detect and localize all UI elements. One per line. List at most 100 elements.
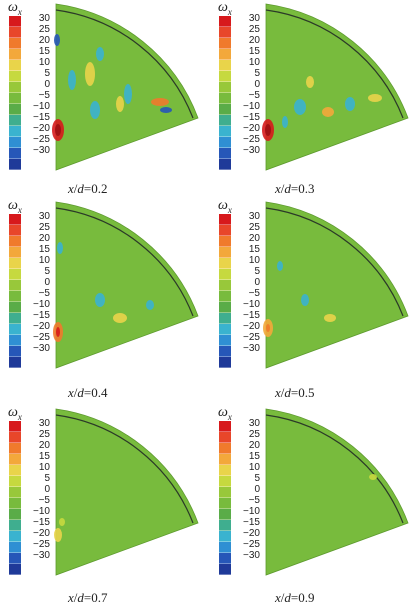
vortex-blob [113, 313, 127, 323]
vorticity-contour-plot [263, 201, 409, 369]
colorbar [219, 421, 231, 575]
vortex-blob [146, 300, 154, 310]
colorbar-swatch [9, 60, 21, 71]
vortex-blob [265, 124, 271, 136]
colorbar-ticks: 30 25 20 15 10 5 0 −5 −10 −15 −20 −25 −30 [24, 13, 50, 156]
boundary-arc [265, 414, 404, 524]
colorbar-title: ωx [8, 198, 22, 215]
colorbar-tick-label: 0 [44, 79, 50, 90]
colorbar-swatch [9, 542, 21, 553]
colorbar-tick-label: −10 [33, 506, 50, 517]
colorbar-tick-label: −10 [33, 299, 50, 310]
colorbar-swatch [9, 38, 21, 49]
vorticity-panel: ωx 30 25 20 15 10 5 0 −5 −10 −15 −20 −25 −30 [210, 405, 410, 602]
boundary-arc [265, 207, 404, 317]
colorbar-swatch [219, 137, 231, 148]
caption-diameter: d [77, 181, 84, 196]
vorticity-panel: ωx 30 25 20 15 10 5 0 −5 −10 −15 −20 −25 −30 [210, 0, 410, 197]
colorbar-tick-label: 20 [248, 233, 260, 244]
colorbar-ticks: 30 25 20 15 10 5 0 −5 −10 −15 −20 −25 −30 [234, 418, 260, 561]
vortex-blob [369, 474, 377, 480]
colorbar-ticks: 30 25 20 15 10 5 0 −5 −10 −15 −20 −25 −30 [234, 13, 260, 156]
colorbar-tick-label: −5 [38, 495, 50, 506]
colorbar-tick-label: 15 [248, 244, 260, 255]
colorbar-tick-label: 5 [44, 68, 50, 79]
vorticity-contour-plot [53, 201, 199, 369]
colorbar-tick-label: −15 [243, 112, 260, 123]
colorbar-tick-label: 5 [254, 68, 260, 79]
colorbar-swatch [219, 509, 231, 520]
colorbar-tick-label: −30 [243, 343, 260, 354]
colorbar-tick-label: 20 [38, 35, 50, 46]
vorticity-panel: ωx 30 25 20 15 10 5 0 −5 −10 −15 −20 −25 −30 [0, 405, 200, 602]
colorbar-tick-label: 0 [44, 484, 50, 495]
colorbar-tick-label: 10 [248, 462, 260, 473]
vortex-blob [324, 314, 336, 322]
colorbar-swatch [219, 476, 231, 487]
colorbar-title: ωx [218, 0, 232, 17]
omega-symbol: ω [218, 0, 228, 15]
colorbar-swatch [9, 465, 21, 476]
colorbar-tick-label: −10 [243, 299, 260, 310]
colorbar-swatch [9, 531, 21, 542]
colorbar-swatch [219, 346, 231, 357]
boundary-arc [55, 207, 194, 317]
vortex-blob [294, 99, 306, 115]
vorticity-contour-plot [52, 3, 199, 171]
colorbar-swatch [219, 115, 231, 126]
colorbar-swatch [219, 60, 231, 71]
colorbar-swatch [219, 159, 231, 170]
vortex-blob [322, 107, 334, 117]
sector-field [265, 3, 409, 171]
caption-diameter: d [284, 590, 291, 605]
colorbar-tick-label: 30 [38, 211, 50, 222]
vortex-blob [277, 261, 283, 271]
caption-value: =0.3 [290, 181, 315, 196]
vortex-blob [54, 34, 60, 46]
caption-value: =0.2 [83, 181, 108, 196]
panel-caption: x/d=0.2 [68, 181, 108, 197]
colorbar-swatch [219, 104, 231, 115]
colorbar-tick-label: −5 [248, 90, 260, 101]
colorbar-ticks: 30 25 20 15 10 5 0 −5 −10 −15 −20 −25 −30 [234, 211, 260, 354]
colorbar-swatch [9, 509, 21, 520]
vortex-blob [55, 124, 61, 136]
colorbar-tick-label: 0 [254, 484, 260, 495]
caption-value: =0.5 [290, 385, 315, 400]
vortex-blob [282, 116, 288, 128]
colorbar-tick-label: −15 [33, 517, 50, 528]
colorbar-swatch [9, 520, 21, 531]
colorbar-tick-label: −25 [243, 332, 260, 343]
colorbar-swatch [9, 236, 21, 247]
colorbar-swatch [9, 71, 21, 82]
colorbar-title: ωx [8, 0, 22, 17]
vorticity-contour-plot [262, 3, 409, 171]
colorbar-swatch [9, 49, 21, 60]
caption-value: =0.9 [290, 590, 315, 605]
colorbar-swatch [219, 38, 231, 49]
colorbar-swatch [9, 564, 21, 575]
omega-subscript: x [227, 204, 232, 215]
colorbar-tick-label: −30 [33, 343, 50, 354]
colorbar-tick-label: −15 [33, 112, 50, 123]
vortex-blob [90, 101, 100, 119]
colorbar-ticks: 30 25 20 15 10 5 0 −5 −10 −15 −20 −25 −30 [24, 211, 50, 354]
colorbar-swatch [219, 280, 231, 291]
colorbar [219, 214, 231, 368]
colorbar [9, 214, 21, 368]
colorbar-swatch [9, 126, 21, 137]
colorbar-tick-label: −20 [243, 321, 260, 332]
colorbar-swatch [9, 291, 21, 302]
colorbar-swatch [219, 302, 231, 313]
colorbar-tick-label: 30 [248, 13, 260, 24]
colorbar-swatch [219, 269, 231, 280]
colorbar-swatch [219, 564, 231, 575]
vortex-blob [368, 94, 382, 102]
colorbar-tick-label: −25 [33, 332, 50, 343]
colorbar-tick-label: −10 [243, 506, 260, 517]
colorbar-tick-label: 30 [248, 211, 260, 222]
caption-variable: x [275, 181, 281, 196]
colorbar-swatch [219, 16, 231, 27]
omega-subscript: x [17, 6, 22, 17]
vortex-blob [96, 47, 104, 61]
